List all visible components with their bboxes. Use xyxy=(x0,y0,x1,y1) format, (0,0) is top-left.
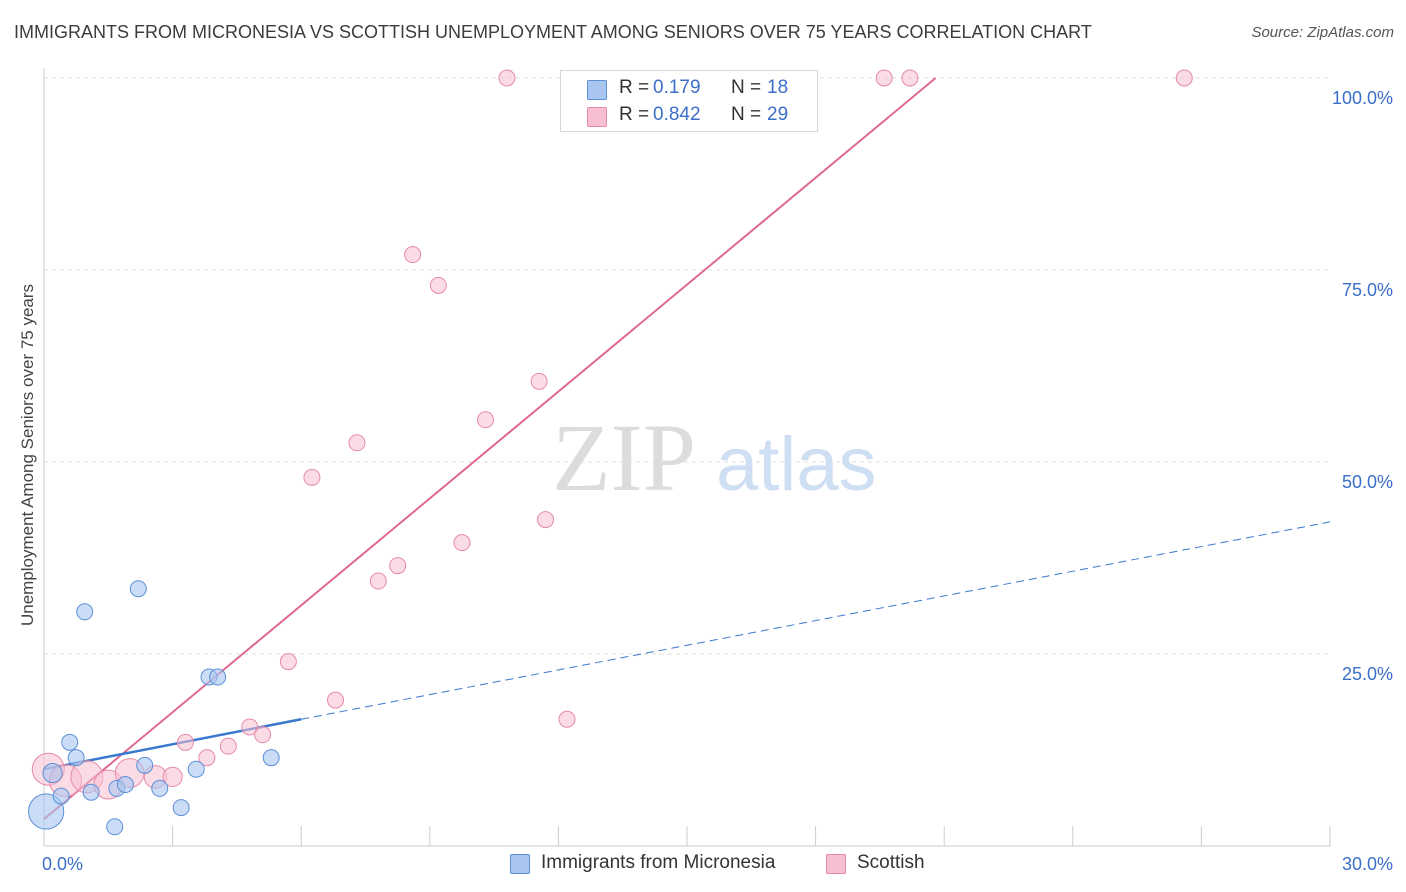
micronesia-point xyxy=(28,793,65,830)
y-tick-label: 100.0% xyxy=(1332,88,1393,108)
legend-n-label: N = xyxy=(731,77,762,98)
micronesia-point xyxy=(209,668,227,686)
watermark-zip: ZIP xyxy=(552,404,696,511)
watermark: ZIP atlas xyxy=(552,404,877,511)
scottish-point xyxy=(389,557,407,575)
micronesia-point xyxy=(172,799,190,817)
micronesia-point xyxy=(116,776,134,794)
y-tick-label: 50.0% xyxy=(1342,472,1393,492)
source-label: Source: ZipAtlas.com xyxy=(1251,24,1394,41)
micronesia-point xyxy=(67,749,85,767)
legend-n-value: 29 xyxy=(767,104,789,125)
x-tick-label: 30.0% xyxy=(1342,854,1393,874)
scottish-point xyxy=(348,434,366,452)
legend-swatch-scottish xyxy=(587,107,607,127)
legend-r-value: 0.842 xyxy=(653,104,701,125)
scottish-point xyxy=(558,710,576,728)
scottish-point xyxy=(254,726,272,744)
scottish-point xyxy=(219,737,237,755)
scottish-point xyxy=(537,511,555,529)
tick-labels: 25.0% 50.0% 75.0% 100.0% 0.0% 30.0% xyxy=(42,88,1393,874)
micronesia-point xyxy=(262,749,280,767)
scottish-point xyxy=(162,766,183,787)
bottom-legend-swatch-micronesia xyxy=(510,854,530,874)
scottish-point xyxy=(198,749,216,767)
legend-r-label: R = xyxy=(619,104,650,125)
scottish-point xyxy=(901,69,919,87)
micronesia-point xyxy=(136,756,154,774)
micronesia-point xyxy=(151,779,169,797)
data-points xyxy=(28,69,1193,836)
scottish-point xyxy=(369,572,387,590)
x-tick-label: 0.0% xyxy=(42,854,83,874)
axes xyxy=(43,68,1331,847)
y-axis-label: Unemployment Among Seniors over 75 years xyxy=(18,283,37,627)
micronesia-point xyxy=(42,762,63,784)
gridlines xyxy=(44,77,1330,655)
scottish-point xyxy=(429,276,447,294)
micronesia-point xyxy=(129,580,147,598)
micronesia-point xyxy=(61,733,79,751)
chart-title: IMMIGRANTS FROM MICRONESIA VS SCOTTISH U… xyxy=(14,22,1092,42)
scottish-point xyxy=(404,246,422,264)
bottom-legend-swatch-scottish xyxy=(826,854,846,874)
watermark-atlas: atlas xyxy=(716,422,877,507)
trend-line-scottish xyxy=(43,77,937,820)
legend-swatch-micronesia xyxy=(587,80,607,100)
micronesia-point xyxy=(82,783,100,801)
legend-r-value: 0.179 xyxy=(653,77,701,98)
scottish-point xyxy=(498,69,516,87)
legend-r-label: R = xyxy=(619,77,650,98)
scottish-point xyxy=(176,733,194,751)
scottish-point xyxy=(530,372,548,390)
micronesia-point xyxy=(106,818,124,836)
y-tick-label: 25.0% xyxy=(1342,664,1393,684)
scottish-point xyxy=(303,468,321,486)
trend-line-micronesia-dashed xyxy=(301,521,1331,720)
scottish-point xyxy=(1175,69,1193,87)
correlation-legend: R = 0.179 N = 18 R = 0.842 N = 29 xyxy=(560,70,818,132)
micronesia-point xyxy=(52,787,70,805)
scottish-point xyxy=(326,691,344,709)
legend-n-label: N = xyxy=(731,104,762,125)
micronesia-point xyxy=(187,760,205,778)
y-tick-label: 75.0% xyxy=(1342,280,1393,300)
micronesia-point xyxy=(76,603,94,621)
legend-n-value: 18 xyxy=(767,77,789,98)
scottish-point xyxy=(477,411,495,429)
scottish-point xyxy=(875,69,893,87)
scottish-point xyxy=(241,718,259,736)
bottom-legend-label-micronesia: Immigrants from Micronesia xyxy=(541,852,776,873)
bottom-legend-label-scottish: Scottish xyxy=(857,852,925,873)
scottish-point xyxy=(279,653,297,671)
scottish-point xyxy=(453,534,471,552)
